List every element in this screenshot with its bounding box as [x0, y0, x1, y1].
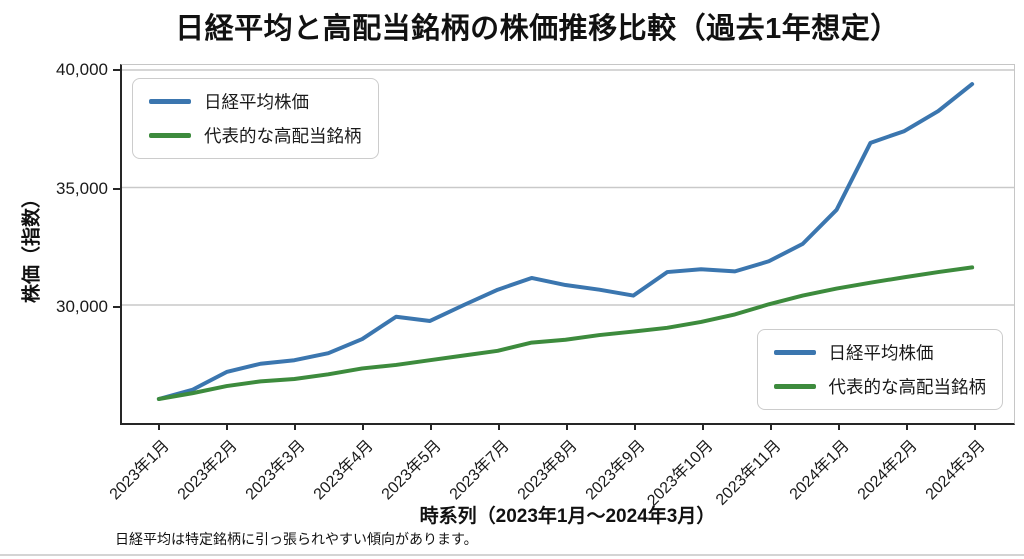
x-tick-label: 2023年5月: [378, 437, 445, 504]
line-chart-canvas: [122, 69, 1014, 401]
legend-line-swatch-high-dividend: [773, 384, 816, 389]
x-tick-label: 2024年1月: [786, 437, 853, 504]
footnote-text: 日経平均は特定銘柄に引っ張られやすい傾向があります。: [115, 531, 478, 547]
legend-line-swatch-nikkei: [149, 99, 191, 104]
legend-label: 日経平均株価: [204, 92, 309, 112]
x-tick-label: 2023年8月: [514, 437, 581, 504]
y-tick-label: 35,000: [56, 178, 108, 198]
x-tick-mark: [226, 423, 228, 430]
y-tick-mark: [113, 69, 120, 71]
x-tick-label: 2023年4月: [310, 437, 377, 504]
x-tick-mark: [974, 423, 976, 430]
x-tick-mark: [294, 423, 296, 430]
legend-item: 代表的な高配当銘柄: [149, 123, 362, 148]
legend-label: 代表的な高配当銘柄: [204, 126, 362, 146]
x-tick-label: 2023年10月: [643, 437, 717, 510]
y-tick-mark: [113, 187, 120, 190]
x-tick-mark: [634, 423, 636, 430]
y-tick-label: 40,000: [56, 60, 108, 79]
x-tick-label: 2023年7月: [446, 437, 513, 504]
x-tick-mark: [838, 423, 840, 430]
x-tick-label: 2023年3月: [242, 437, 309, 504]
x-tick-label: 2023年2月: [174, 437, 241, 504]
plot-area: 日経平均株価 代表的な高配当銘柄 日経平均株価 代表的な高配当銘柄 2023年1月 2…: [56, 60, 1015, 510]
x-tick-label: 2024年2月: [854, 437, 921, 504]
x-tick-mark: [770, 423, 772, 430]
legend-lower-right: 日経平均株価代表的な高配当銘柄: [756, 329, 1003, 410]
legend-label: 代表的な高配当銘柄: [828, 377, 987, 397]
x-tick-mark: [430, 423, 432, 430]
y-tick-label: 30,000: [56, 297, 108, 316]
legend-item: 日経平均株価: [149, 89, 362, 114]
x-tick-label: 2023年11月: [712, 437, 785, 509]
x-tick-mark: [158, 423, 160, 430]
nikkei-line: [156, 82, 975, 401]
x-axis-label: 時系列（2023年1月〜2024年3月）: [419, 506, 716, 527]
x-tick-mark: [906, 423, 908, 430]
high-dividend-line: [156, 265, 975, 401]
x-tick-mark: [702, 423, 704, 430]
x-tick-mark: [362, 423, 364, 430]
x-tick-label: 2023年1月: [106, 437, 173, 504]
legend-item: 日経平均株価: [773, 340, 987, 365]
x-tick-mark: [566, 423, 568, 430]
y-axis-label: 株価（指数）: [21, 188, 43, 304]
figure-bottom-edge: [0, 554, 1024, 556]
x-tick-mark: [498, 423, 500, 430]
legend-line-swatch-high-dividend: [149, 133, 191, 138]
x-tick-label: 2024年3月: [922, 437, 989, 504]
legend-line-swatch-nikkei: [773, 350, 816, 355]
chart-title: 日経平均と高配当銘柄の株価推移比較（過去1年想定）: [175, 13, 900, 45]
legend-item: 代表的な高配当銘柄: [773, 374, 987, 399]
x-tick-label: 2023年9月: [582, 437, 649, 504]
legend-upper-left: 日経平均株価代表的な高配当銘柄: [132, 78, 379, 159]
legend-label: 日経平均株価: [828, 343, 934, 363]
y-tick-mark: [113, 306, 120, 308]
